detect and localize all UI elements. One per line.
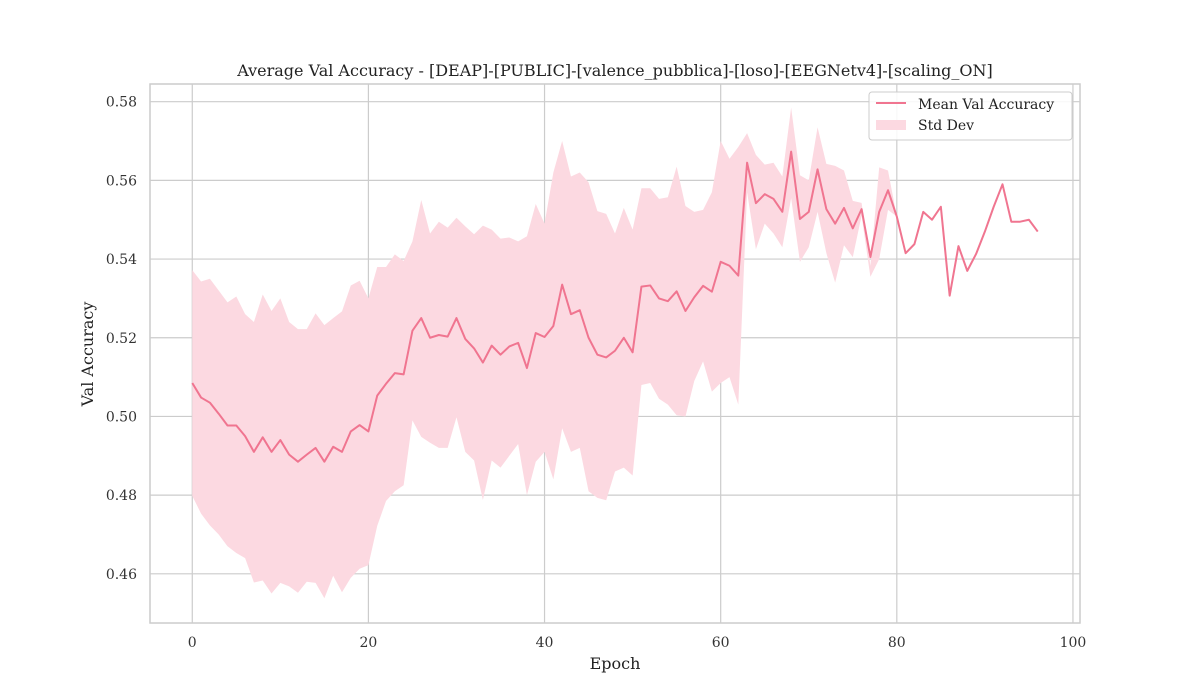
legend-band-swatch bbox=[876, 120, 906, 130]
y-tick-label: 0.58 bbox=[106, 95, 137, 111]
y-tick-label: 0.54 bbox=[106, 252, 137, 268]
y-tick-label: 0.46 bbox=[106, 567, 137, 583]
mean-val-accuracy-line bbox=[191, 150, 1039, 463]
y-tick-label: 0.52 bbox=[106, 331, 137, 347]
y-tick-label: 0.48 bbox=[106, 488, 137, 504]
x-tick-label: 40 bbox=[536, 635, 554, 651]
x-axis-label: Epoch bbox=[590, 654, 641, 673]
legend-label-mean: Mean Val Accuracy bbox=[918, 97, 1054, 113]
x-tick-label: 20 bbox=[359, 635, 377, 651]
chart-title: Average Val Accuracy - [DEAP]-[PUBLIC]-[… bbox=[236, 61, 993, 80]
std-dev-band bbox=[192, 107, 897, 599]
plot-frame bbox=[149, 83, 1081, 624]
y-tick-label: 0.56 bbox=[106, 173, 137, 189]
y-tick-label: 0.50 bbox=[106, 409, 137, 425]
x-tick-label: 0 bbox=[188, 635, 197, 651]
legend-box bbox=[868, 91, 1073, 141]
tick-labels: 0 20 40 60 80 100 0.46 0.48 0.50 0.52 0.54 0.56 0.58 bbox=[106, 95, 1086, 651]
y-axis-label: Val Accuracy bbox=[78, 302, 97, 408]
x-tick-label: 100 bbox=[1060, 635, 1087, 651]
legend-label-std: Std Dev bbox=[918, 118, 974, 134]
x-tick-label: 80 bbox=[888, 635, 906, 651]
x-tick-label: 60 bbox=[712, 635, 730, 651]
legend: Mean Val Accuracy Std Dev bbox=[868, 91, 1073, 141]
